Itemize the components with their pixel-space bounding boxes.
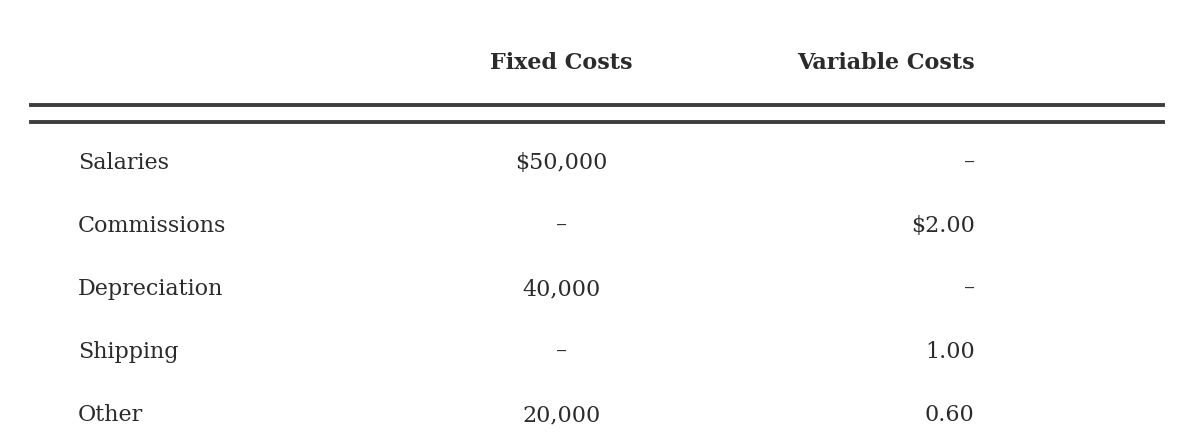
Text: –: – xyxy=(556,341,567,363)
Text: Fixed Costs: Fixed Costs xyxy=(491,52,633,74)
Text: 0.60: 0.60 xyxy=(925,404,974,426)
Text: 1.00: 1.00 xyxy=(925,341,974,363)
Text: –: – xyxy=(556,215,567,237)
Text: –: – xyxy=(964,278,974,300)
Text: 20,000: 20,000 xyxy=(523,404,601,426)
Text: Salaries: Salaries xyxy=(78,152,168,174)
Text: $2.00: $2.00 xyxy=(911,215,974,237)
Text: Depreciation: Depreciation xyxy=(78,278,223,300)
Text: 40,000: 40,000 xyxy=(523,278,601,300)
Text: Commissions: Commissions xyxy=(78,215,226,237)
Text: –: – xyxy=(964,152,974,174)
Text: Other: Other xyxy=(78,404,143,426)
Text: $50,000: $50,000 xyxy=(516,152,608,174)
Text: Shipping: Shipping xyxy=(78,341,178,363)
Text: Variable Costs: Variable Costs xyxy=(798,52,974,74)
